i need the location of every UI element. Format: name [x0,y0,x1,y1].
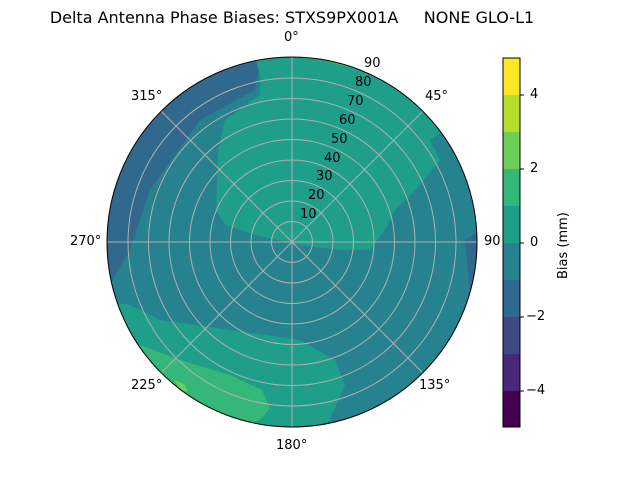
angular-tick-90: 90 [484,234,501,249]
radial-tick-40: 40 [324,151,341,166]
radial-tick-30: 30 [316,169,333,184]
radial-tick-80: 80 [355,75,372,90]
colorbar-tick-neg2: −2 [526,309,546,324]
radial-tick-60: 60 [339,113,356,128]
colorbar-tick-0: 0 [530,235,539,250]
angular-tick-315: 315° [131,89,163,104]
radial-tick-10: 10 [300,207,317,222]
chart-title: Delta Antenna Phase Biases: STXS9PX001A … [49,8,535,27]
radial-tick-20: 20 [308,188,325,203]
angular-tick-180: 180° [276,438,308,453]
angular-tick-270: 270° [70,234,102,249]
colorbar-tick-4: 4 [530,87,539,102]
plot-border [106,56,478,428]
colorbar-tick-neg4: −4 [526,383,546,398]
colorbar-label: Bias (mm) [556,212,571,279]
radial-tick-50: 50 [331,132,348,147]
angular-tick-225: 225° [131,378,163,393]
radial-tick-70: 70 [347,94,364,109]
colorbar-tick-2: 2 [530,161,539,176]
radial-tick-90: 90 [364,56,381,71]
angular-tick-45: 45° [425,89,449,104]
angular-tick-0: 0° [284,30,299,45]
angular-grid [107,57,477,427]
angular-tick-135: 135° [419,378,451,393]
colorbar [502,57,524,428]
